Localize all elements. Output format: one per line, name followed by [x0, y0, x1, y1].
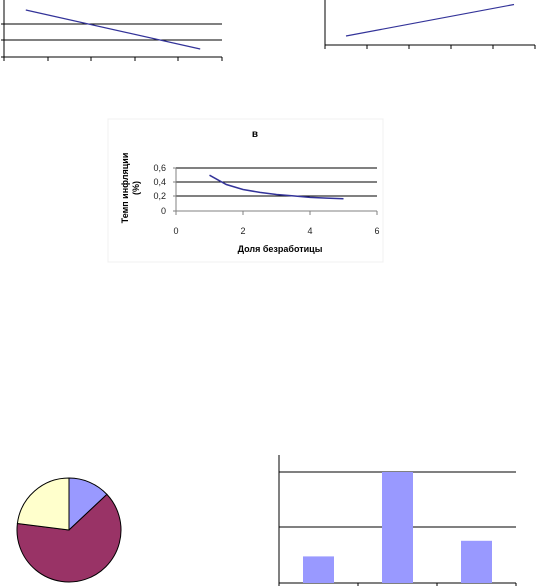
chart-4-pie-slice — [16, 493, 122, 583]
chart-3-x-tick-label: 0 — [173, 226, 178, 236]
chart-2-series-line — [345, 3, 515, 37]
chart-3-x-tick-label: 4 — [307, 226, 312, 236]
chart-2 — [324, 0, 536, 49]
chart-3-y-tick-label: 0 — [161, 206, 166, 216]
chart-3-title: в — [252, 129, 258, 140]
chart-4-pie-slice — [16, 477, 70, 531]
chart-3-x-tick-label: 6 — [374, 226, 379, 236]
chart-3-y-tick-label: 0,6 — [153, 163, 166, 173]
chart-5-bar — [303, 556, 334, 583]
chart-3-series-line — [209, 174, 344, 200]
chart-3-y-tick-label: 0,2 — [153, 191, 166, 201]
chart-3-y-axis-title-line-1: Темп инфляции — [120, 153, 130, 224]
chart-3-x-axis-title: Доля безработицы — [238, 244, 323, 254]
chart-3: в 0,6 0,4 0,2 0 0 2 4 6 Доля безработицы… — [107, 118, 384, 263]
chart-5-bar — [382, 472, 413, 583]
chart-3-y-axis-title-line-2: (%) — [131, 181, 141, 195]
chart-4-pie — [16, 477, 122, 583]
chart-5-bar — [461, 540, 492, 583]
chart-3-x-tick-label: 2 — [240, 226, 245, 236]
chart-1 — [1, 0, 223, 61]
chart-3-y-tick-label: 0,4 — [153, 177, 166, 187]
chart-1-series-line — [25, 9, 201, 50]
chart-5 — [278, 455, 517, 586]
